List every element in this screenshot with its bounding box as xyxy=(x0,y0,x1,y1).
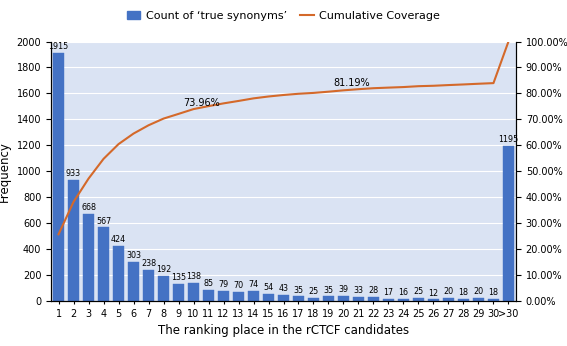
Bar xyxy=(113,246,124,301)
Text: 668: 668 xyxy=(81,203,96,212)
Text: 54: 54 xyxy=(264,283,273,292)
Text: 567: 567 xyxy=(96,217,111,226)
Text: 35: 35 xyxy=(294,285,303,294)
Text: 18: 18 xyxy=(459,288,468,297)
Bar xyxy=(218,291,229,301)
Text: 81.19%: 81.19% xyxy=(333,79,370,89)
Text: 25: 25 xyxy=(308,287,319,296)
Bar xyxy=(308,298,319,301)
Bar xyxy=(443,298,454,301)
Bar xyxy=(503,146,514,301)
Text: 424: 424 xyxy=(111,235,126,244)
Text: 85: 85 xyxy=(204,279,214,288)
Bar xyxy=(83,214,94,301)
Text: 303: 303 xyxy=(126,251,141,260)
Text: 933: 933 xyxy=(66,169,81,178)
Bar xyxy=(413,298,424,301)
Text: 18: 18 xyxy=(489,288,498,297)
Text: 192: 192 xyxy=(156,265,171,274)
Y-axis label: Frequency: Frequency xyxy=(0,141,11,202)
Text: 25: 25 xyxy=(413,287,424,296)
Text: 17: 17 xyxy=(383,288,393,297)
Text: 20: 20 xyxy=(443,288,454,297)
Bar xyxy=(368,297,379,301)
Text: 16: 16 xyxy=(399,288,408,297)
Text: 1195: 1195 xyxy=(498,135,519,144)
Bar xyxy=(353,297,364,301)
Text: 1915: 1915 xyxy=(48,42,69,51)
Legend: Count of ‘true synonyms’, Cumulative Coverage: Count of ‘true synonyms’, Cumulative Cov… xyxy=(127,11,440,21)
Bar xyxy=(278,295,289,301)
Text: 20: 20 xyxy=(473,288,484,297)
Text: 28: 28 xyxy=(369,286,379,295)
Bar xyxy=(53,53,64,301)
Text: 35: 35 xyxy=(323,285,333,294)
Text: 39: 39 xyxy=(338,285,349,294)
Text: 74: 74 xyxy=(248,281,259,290)
Bar xyxy=(98,227,109,301)
Text: 12: 12 xyxy=(429,289,438,298)
Bar xyxy=(68,180,79,301)
Bar xyxy=(473,298,484,301)
Text: 73.96%: 73.96% xyxy=(183,99,220,109)
Bar xyxy=(233,292,244,301)
Bar xyxy=(188,283,199,301)
Bar xyxy=(158,276,169,301)
X-axis label: The ranking place in the rCTCF candidates: The ranking place in the rCTCF candidate… xyxy=(158,324,409,337)
Bar xyxy=(383,299,394,301)
Bar xyxy=(458,299,469,301)
Bar xyxy=(323,297,334,301)
Text: 70: 70 xyxy=(234,281,244,290)
Bar xyxy=(398,299,409,301)
Bar xyxy=(203,290,214,301)
Bar xyxy=(248,291,259,301)
Text: 43: 43 xyxy=(278,284,289,293)
Bar xyxy=(293,297,304,301)
Bar xyxy=(488,299,499,301)
Text: 138: 138 xyxy=(186,272,201,281)
Bar xyxy=(173,283,184,301)
Bar xyxy=(428,299,439,301)
Text: 238: 238 xyxy=(141,259,156,268)
Bar xyxy=(128,262,139,301)
Text: 79: 79 xyxy=(218,280,229,289)
Text: 135: 135 xyxy=(171,273,186,282)
Bar xyxy=(338,296,349,301)
Bar xyxy=(263,294,274,301)
Bar xyxy=(143,270,154,301)
Text: 33: 33 xyxy=(353,286,363,295)
